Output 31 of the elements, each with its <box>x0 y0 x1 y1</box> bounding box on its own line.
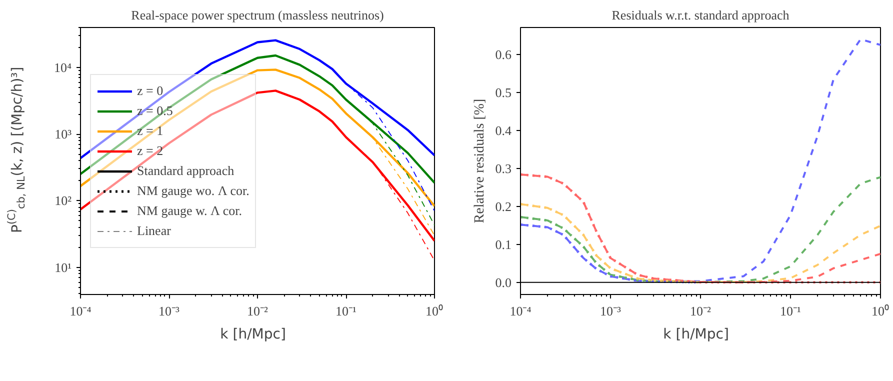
y-tick-label: 10⁴ <box>54 60 72 76</box>
legend-label: Linear <box>137 222 171 238</box>
y-tick-label: 0.3 <box>495 160 512 176</box>
chart-title: Real-space power spectrum (massless neutrinos) <box>131 8 384 22</box>
x-tick-label: 10⁻¹ <box>336 304 357 318</box>
x-tick-label: 10⁰ <box>426 304 444 318</box>
legend-label: Standard approach <box>137 162 234 178</box>
x-tick-label: 10⁻³ <box>600 304 622 318</box>
x-tick-label: 10⁻³ <box>158 304 180 318</box>
y-tick-label: 0.4 <box>495 122 512 138</box>
y-tick-label: 10³ <box>54 126 72 142</box>
x-axis-title: k [h/Mpc] <box>220 326 286 342</box>
y-tick-label: 10¹ <box>54 260 72 275</box>
legend-label: z = 0 <box>137 82 164 98</box>
legend-label: NM gauge wo. Λ cor. <box>137 182 250 198</box>
x-tick-label: 10⁰ <box>872 304 890 318</box>
y-tick-label: 10² <box>54 193 72 208</box>
y-tick-label: 0.6 <box>495 46 512 62</box>
y-tick-label: 0.2 <box>495 198 512 214</box>
x-axis-title: k [h/Mpc] <box>663 326 729 342</box>
y-tick-label: 0.1 <box>495 236 512 252</box>
x-tick-label: 10⁻⁴ <box>70 304 92 318</box>
chart-title: Residuals w.r.t. standard approach <box>612 8 790 22</box>
legend-label: NM gauge w. Λ cor. <box>137 202 242 218</box>
x-tick-label: 10⁻² <box>247 304 268 318</box>
x-tick-label: 10⁻² <box>690 304 712 318</box>
x-tick-label: 10⁻¹ <box>780 304 802 318</box>
y-tick-label: 0.0 <box>495 274 512 290</box>
y-tick-label: 0.5 <box>495 84 512 100</box>
x-tick-label: 10⁻⁴ <box>510 304 532 318</box>
y-axis-title: Relative residuals [%] <box>472 98 488 224</box>
